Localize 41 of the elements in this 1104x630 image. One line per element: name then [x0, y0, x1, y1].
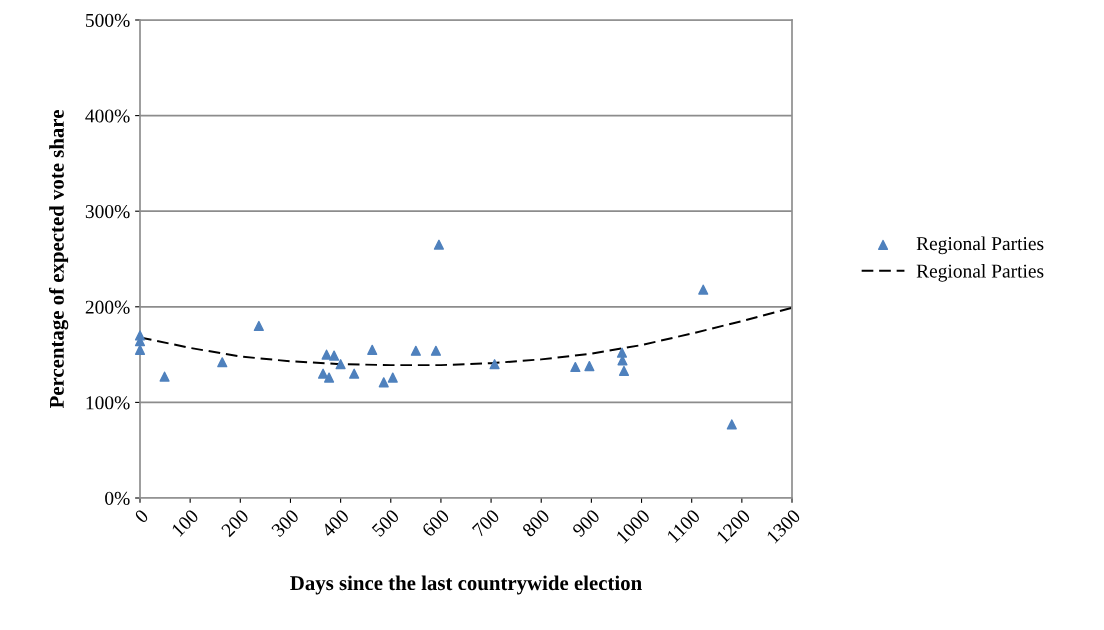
x-axis-title: Days since the last countrywide election — [290, 575, 642, 595]
x-tick-label: 300 — [270, 508, 300, 538]
point — [378, 377, 389, 388]
x-tick-label: 200 — [220, 508, 250, 538]
x-tick-label: 700 — [471, 508, 501, 538]
point — [489, 359, 500, 370]
y-tick-label: 200% — [85, 300, 130, 314]
point — [217, 357, 228, 368]
y-axis-title: Percentage of expected vote share — [48, 110, 69, 409]
y-tick-label: 500% — [86, 13, 130, 27]
point — [335, 359, 346, 370]
y-tick-label: 300% — [85, 205, 130, 219]
point — [321, 349, 332, 360]
point — [726, 419, 737, 430]
y-tick-label: 100% — [86, 396, 130, 410]
point — [570, 361, 581, 373]
point — [618, 365, 630, 376]
x-tick-label: 0 — [134, 508, 150, 524]
legend-label: Regional Parties — [916, 236, 1044, 255]
point — [433, 239, 445, 250]
x-tick-label: 400 — [320, 508, 350, 538]
y-tick-label: 400% — [85, 109, 130, 123]
x-tick-label: 600 — [421, 508, 451, 538]
point — [329, 350, 340, 361]
x-tick-label: 800 — [521, 508, 551, 538]
x-tick-label: 500 — [371, 508, 400, 538]
point — [387, 372, 398, 383]
x-tick-label: 100 — [171, 508, 200, 537]
point — [159, 371, 170, 382]
x-tick-label: 1100 — [666, 508, 701, 544]
point — [367, 344, 378, 355]
y-tick-label: 0% — [105, 491, 130, 505]
x-tick-label: 900 — [571, 508, 601, 538]
point — [253, 320, 264, 332]
point — [349, 368, 360, 379]
point — [410, 345, 421, 356]
legend-label: Regional Parties — [916, 263, 1044, 282]
point — [584, 360, 595, 372]
point — [323, 372, 335, 383]
point — [698, 284, 709, 295]
point — [430, 345, 441, 356]
